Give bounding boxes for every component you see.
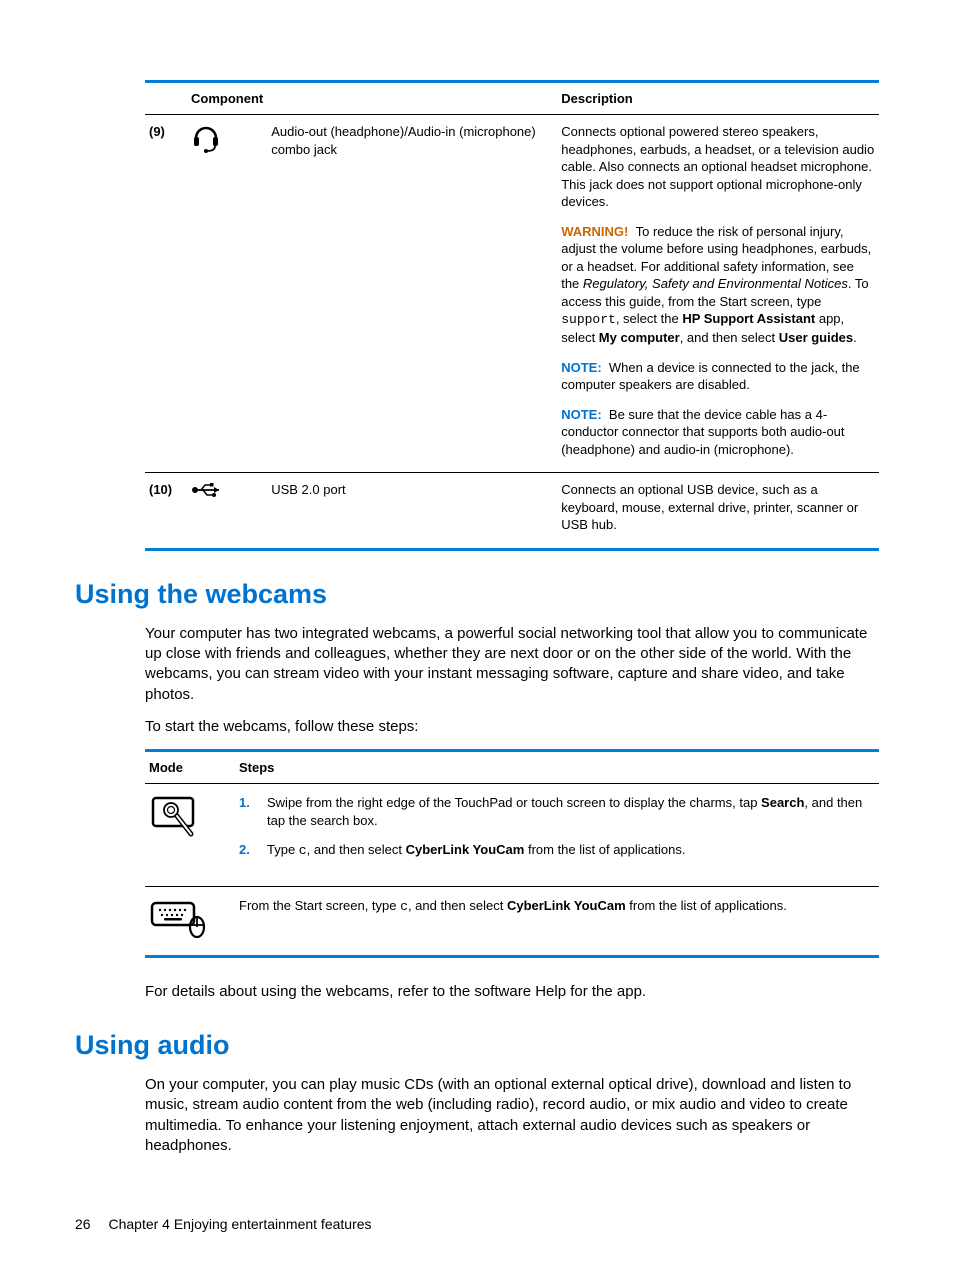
webcams-heading: Using the webcams — [75, 579, 879, 610]
note-block: NOTE: When a device is connected to the … — [561, 359, 875, 394]
row-num: (10) — [145, 473, 187, 550]
table-row: (9) Audio-out (headphone)/Audio-in (micr… — [145, 115, 879, 473]
webcams-intro: Your computer has two integrated webcams… — [145, 624, 879, 705]
steps-cell: From the Start screen, type c, and then … — [235, 886, 879, 956]
desc-main: Connects optional powered stereo speaker… — [561, 123, 875, 211]
warning-label: WARNING! — [561, 224, 628, 239]
header-description: Description — [557, 82, 879, 115]
component-table: Component Description (9) Audio-out (hea… — [145, 80, 879, 551]
keyboard-mode-icon — [145, 886, 235, 956]
note-label: NOTE: — [561, 360, 601, 375]
row-num: (9) — [145, 115, 187, 473]
audio-heading: Using audio — [75, 1030, 879, 1061]
table-row: (10) USB 2.0 port Connects an optional U… — [145, 473, 879, 550]
note-block: NOTE: Be sure that the device cable has … — [561, 406, 875, 459]
header-component: Component — [187, 82, 267, 115]
component-desc: Connects optional powered stereo speaker… — [557, 115, 879, 473]
steps-cell: 1.Swipe from the right edge of the Touch… — [235, 784, 879, 887]
page-footer: 26 Chapter 4 Enjoying entertainment feat… — [75, 1216, 372, 1232]
usb-icon — [187, 473, 267, 550]
audio-intro: On your computer, you can play music CDs… — [145, 1075, 879, 1156]
warning-block: WARNING! To reduce the risk of personal … — [561, 223, 875, 347]
component-name: USB 2.0 port — [267, 473, 557, 550]
page-number: 26 — [75, 1216, 91, 1232]
headphone-icon — [187, 115, 267, 473]
component-desc: Connects an optional USB device, such as… — [557, 473, 879, 550]
note-label: NOTE: — [561, 407, 601, 422]
header-steps: Steps — [235, 751, 879, 784]
component-name: Audio-out (headphone)/Audio-in (micropho… — [267, 115, 557, 473]
touch-mode-icon — [145, 784, 235, 887]
webcams-start: To start the webcams, follow these steps… — [145, 717, 879, 737]
table-row: From the Start screen, type c, and then … — [145, 886, 879, 956]
modes-table: Mode Steps 1.Swipe from the rig — [145, 749, 879, 958]
table-row: 1.Swipe from the right edge of the Touch… — [145, 784, 879, 887]
chapter-label: Chapter 4 Enjoying entertainment feature… — [108, 1216, 371, 1232]
webcams-details: For details about using the webcams, ref… — [145, 982, 879, 1002]
header-mode: Mode — [145, 751, 235, 784]
